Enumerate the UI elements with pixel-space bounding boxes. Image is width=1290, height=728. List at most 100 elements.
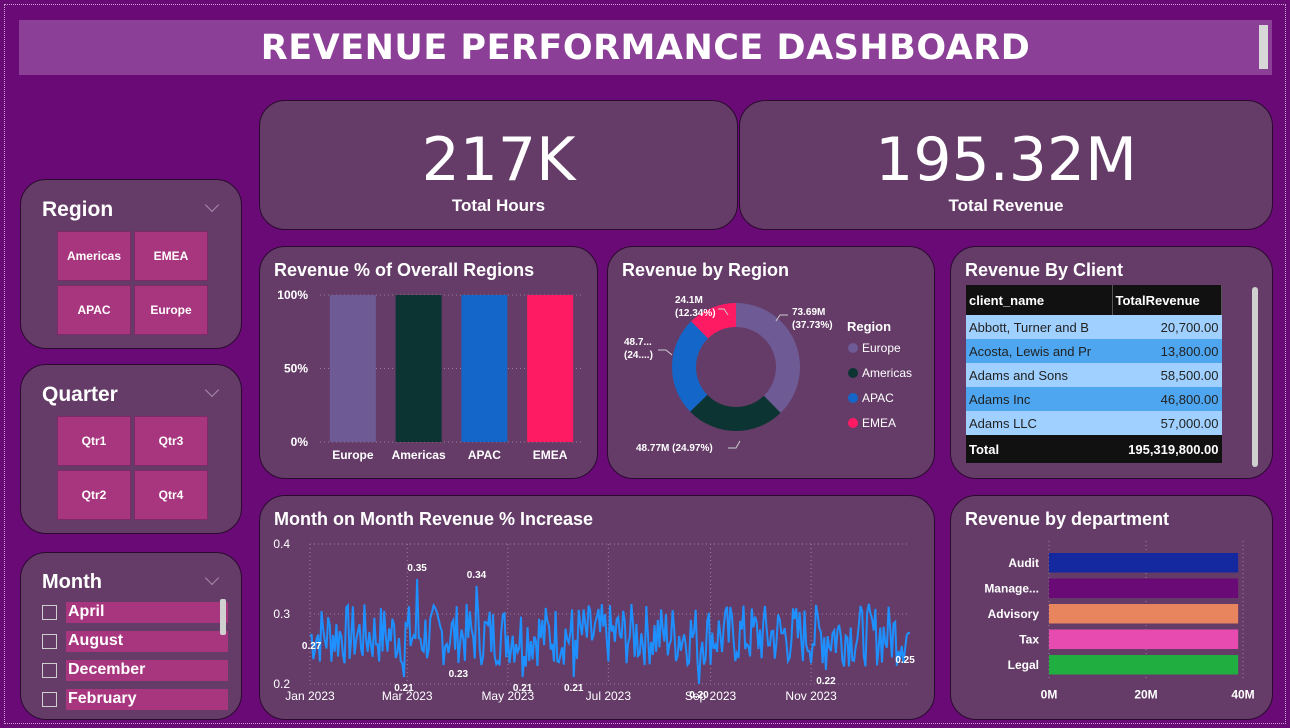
legend-item: EMEA (862, 416, 896, 430)
month-item-label: February (68, 690, 137, 707)
table-row[interactable]: Adams and Sons 58,500.00 (966, 363, 1222, 387)
region-tile-apac[interactable]: APAC (57, 285, 131, 335)
data-label: 0.21 (564, 683, 584, 694)
y-tick-label: Audit (1008, 556, 1039, 570)
legend-marker (848, 393, 858, 403)
legend-title: Region (847, 319, 891, 334)
region-slicer: Region Americas EMEA APAC Europe (20, 179, 242, 349)
x-tick-label: Americas (392, 448, 446, 462)
data-label: 0.34 (467, 570, 487, 581)
kpi-hours-value: 217K (421, 125, 576, 195)
y-tick-label: Tax (1019, 632, 1039, 646)
bar-advisory (1049, 604, 1239, 624)
y-tick-label: Manage... (984, 581, 1039, 595)
table-row[interactable]: Adams LLC 57,000.00 (966, 411, 1222, 435)
table-scrollbar[interactable] (1252, 287, 1258, 467)
donut-slice-apac (672, 321, 708, 412)
revenue-cell: 57,000.00 (1112, 411, 1222, 435)
dept-chart-title: Revenue by department (965, 509, 1170, 529)
x-tick-label: APAC (468, 448, 501, 462)
bar-tax (1049, 629, 1239, 649)
table-row[interactable]: Abbott, Turner and B 20,700.00 (966, 315, 1222, 339)
total-label: Total (966, 435, 1112, 463)
kpi-card-revenue: 195.32M Total Revenue (739, 100, 1273, 230)
revenue-cell: 20,700.00 (1112, 315, 1222, 339)
donut-data-label: 48.7... (624, 337, 652, 348)
dept-chart-panel: Revenue by department 0M 20M 40M Audit Manag… (950, 495, 1273, 720)
legend-item: Europe (862, 341, 901, 355)
region-tile-americas[interactable]: Americas (57, 231, 131, 281)
checkbox[interactable] (42, 663, 57, 678)
month-item-december[interactable]: December (42, 660, 228, 682)
bar-legal (1049, 655, 1239, 675)
quarter-tile-qtr2[interactable]: Qtr2 (57, 470, 131, 520)
chevron-down-icon[interactable] (204, 382, 220, 398)
kpi-revenue-value: 195.32M (875, 125, 1137, 195)
month-item-label: December (68, 661, 146, 678)
client-table: client_name TotalRevenue Abbott, Turner … (966, 285, 1222, 463)
y-tick-label: Legal (1008, 658, 1039, 672)
x-tick-label: 20M (1134, 688, 1157, 702)
month-slicer-title: Month (42, 571, 102, 593)
x-tick-label: Jan 2023 (285, 689, 335, 703)
data-label: 0.25 (895, 655, 915, 666)
client-name-cell: Abbott, Turner and B (966, 315, 1112, 339)
x-tick-label: Mar 2023 (382, 689, 433, 703)
quarter-tile-qtr1[interactable]: Qtr1 (57, 416, 131, 466)
month-scrollbar[interactable] (220, 599, 226, 635)
data-label: 0.23 (449, 669, 469, 680)
client-table-title: Revenue By Client (965, 260, 1124, 280)
kpi-card-hours: 217K Total Hours (259, 100, 738, 230)
x-tick-label: 0M (1041, 688, 1058, 702)
table-row[interactable]: Adams Inc 46,800.00 (966, 387, 1222, 411)
kpi-revenue-label: Total Revenue (948, 196, 1064, 215)
client-table-panel: Revenue By Client client_name TotalReven… (950, 246, 1273, 479)
chevron-down-icon[interactable] (204, 570, 220, 586)
title-bar: REVENUE PERFORMANCE DASHBOARD (19, 20, 1272, 75)
quarter-slicer-title: Quarter (42, 383, 118, 406)
leader-line (728, 440, 741, 449)
pct-chart-panel: Revenue % of Overall Regions 100% 50% 0% Eu… (259, 246, 598, 479)
x-tick-label: 40M (1231, 688, 1254, 702)
legend-marker (848, 343, 858, 353)
month-item-april[interactable]: April (42, 602, 228, 624)
y-tick-label: 0% (291, 435, 309, 449)
month-item-label: August (68, 632, 124, 649)
legend-marker (848, 418, 858, 428)
client-name-cell: Adams Inc (966, 387, 1112, 411)
column-header[interactable]: client_name (966, 285, 1113, 315)
checkbox[interactable] (42, 692, 57, 707)
checkbox[interactable] (42, 634, 57, 649)
region-tile-emea[interactable]: EMEA (134, 231, 208, 281)
quarter-tile-qtr3[interactable]: Qtr3 (134, 416, 208, 466)
donut-data-label: 73.69M (792, 307, 825, 318)
donut-data-label: (24....) (624, 350, 653, 361)
column-header[interactable]: TotalRevenue (1112, 285, 1222, 315)
donut-title: Revenue by Region (622, 260, 790, 280)
data-label: 0.21 (513, 683, 533, 694)
quarter-slicer: Quarter Qtr1 Qtr3 Qtr2 Qtr4 (20, 364, 242, 534)
x-tick-label: Sep 2023 (685, 689, 737, 703)
bar-americas (395, 295, 442, 442)
bar-europe (329, 295, 376, 442)
scroll-indicator[interactable] (1259, 25, 1268, 69)
dashboard-frame (4, 4, 1286, 724)
region-slicer-title: Region (42, 198, 114, 221)
revenue-cell: 46,800.00 (1112, 387, 1222, 411)
month-item-february[interactable]: February (42, 689, 228, 711)
bar-emea (527, 295, 574, 442)
table-row[interactable]: Acosta, Lewis and Pr 13,800.00 (966, 339, 1222, 363)
client-name-cell: Adams LLC (966, 411, 1112, 435)
chevron-down-icon[interactable] (204, 197, 220, 213)
quarter-tile-qtr4[interactable]: Qtr4 (134, 470, 208, 520)
client-name-cell: Adams and Sons (966, 363, 1112, 387)
donut-data-label: (37.73%) (792, 320, 833, 331)
checkbox[interactable] (42, 605, 57, 620)
x-tick-label: EMEA (533, 448, 568, 462)
month-item-bar (66, 689, 228, 710)
donut-data-label: (12.34%) (675, 308, 716, 319)
month-item-august[interactable]: August (42, 631, 228, 653)
table-total-row: Total 195,319,800.00 (966, 435, 1222, 463)
region-tile-europe[interactable]: Europe (134, 285, 208, 335)
x-tick-label: Europe (332, 448, 374, 462)
